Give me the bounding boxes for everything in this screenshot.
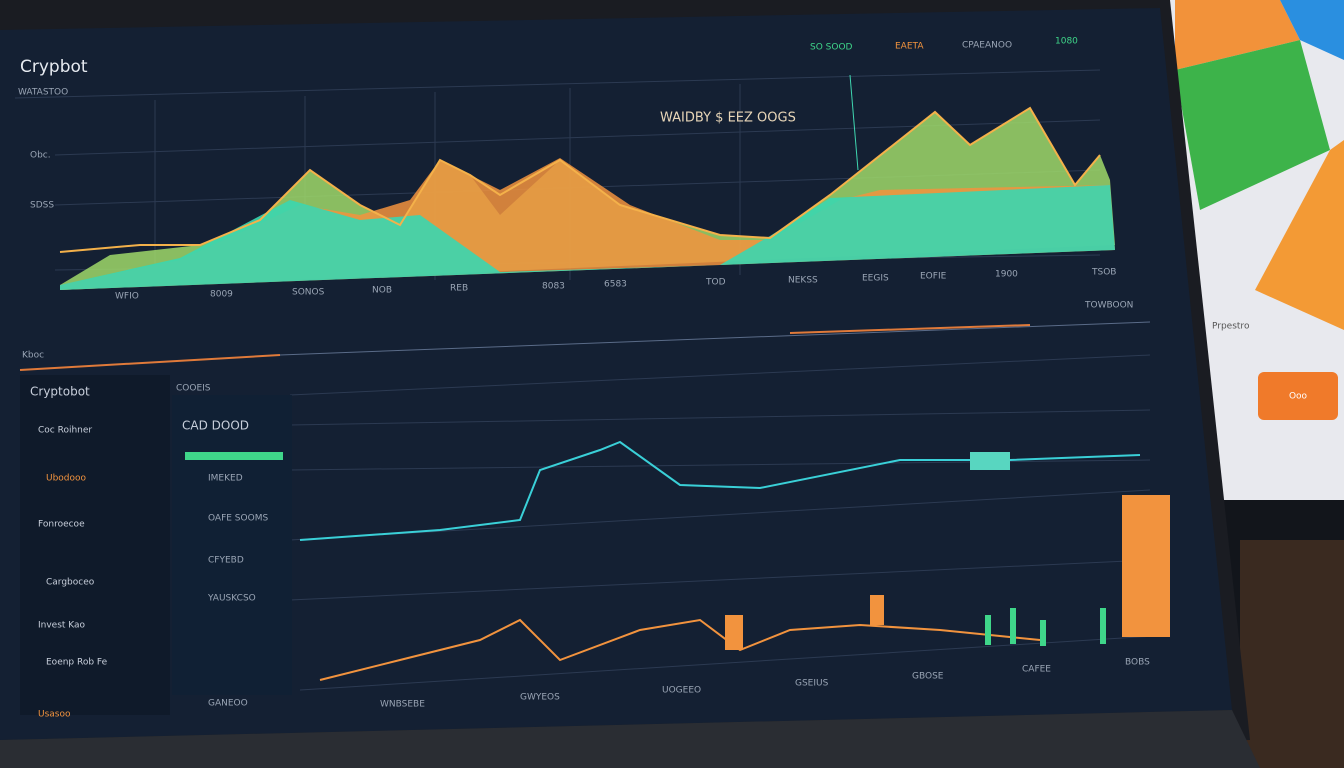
button-label: Ooo <box>1289 392 1308 402</box>
x-tick-label: 6583 <box>604 280 627 290</box>
sidebar-items: Coc Roihner Ubodooo Fonroecoe Cargboceo Inve… <box>38 426 108 720</box>
sidebar-title: Cryptobot <box>30 385 90 399</box>
sidebar-item: Cargboceo <box>46 578 95 588</box>
panel-item: IMEKED <box>208 474 243 484</box>
button[interactable] <box>1258 372 1338 420</box>
x-tick-label: BOBS <box>1125 658 1150 668</box>
section-label: Kboc <box>22 351 44 361</box>
x-tick-label: GSEIUS <box>795 679 829 689</box>
x-tick-label: CAFEE <box>1022 665 1051 675</box>
axis-label: Obc. <box>30 151 51 161</box>
bottom-labels: WNBSEBE GWYEOS UOGEEO GSEIUS GBOSE CAFEE BOBS <box>380 658 1150 710</box>
legend-item: 1080 <box>1055 37 1078 47</box>
panel-header: CAD DOOD <box>182 419 249 433</box>
x-tick-label: TSOB <box>1091 268 1116 278</box>
sidebar-item: Eoenp Rob Fe <box>46 658 108 668</box>
label: Prpestro <box>1212 322 1250 332</box>
panel-item: CFYEBD <box>208 556 244 566</box>
sidebar-item: Coc Roihner <box>38 426 92 436</box>
x-tick-label: 1900 <box>995 270 1018 280</box>
sidebar-item: Ubodooo <box>46 474 87 484</box>
legend-item: CPAEANOO <box>962 41 1012 51</box>
subtitle: WATASTOO <box>18 88 68 98</box>
panel-item: OAFE SOOMS <box>208 514 268 524</box>
legend-item: SO SOOD <box>810 43 853 53</box>
top-chart <box>14 69 1115 290</box>
sidebar-item: Usasoo <box>38 710 71 720</box>
x-tick-label: SONOS <box>292 288 325 298</box>
panel-item: GANEOO <box>208 699 248 709</box>
x-tick-label: WNBSEBE <box>380 700 425 710</box>
panel-item: YAUSKCSO <box>207 594 256 604</box>
x-tick-label: 8083 <box>542 282 565 292</box>
sidebar-item: Invest Kao <box>38 621 86 631</box>
panel-items: IMEKED OAFE SOOMS CFYEBD YAUSKCSO GANEOO <box>207 474 268 709</box>
lower-grid <box>289 354 1171 691</box>
x-tick-label: NOB <box>372 286 392 296</box>
x-tick-label: EOFIE <box>920 272 947 282</box>
sidebar-item: Fonroecoe <box>38 520 85 530</box>
x-tick-label: TOD <box>705 278 726 288</box>
second-screen: Ooo Prpestro <box>1160 0 1344 768</box>
legend-item: EAETA <box>895 42 924 52</box>
keyboard <box>0 710 1260 768</box>
panel <box>172 395 292 695</box>
x-tick-label: EEGIS <box>862 274 889 284</box>
annotation: WAIDBY $ EEZ OOGS <box>660 111 796 126</box>
x-tick-label: WFIO <box>115 292 139 302</box>
title: Crypbot <box>20 57 88 77</box>
panel-title: COOEIS <box>176 384 211 394</box>
x-labels: WFIO 8009 SONOS NOB REB 8083 6583 TOD NEKSS EEGIS… <box>115 268 1116 302</box>
x-tick-label: NEKSS <box>788 276 818 286</box>
x-tick-label: REB <box>450 284 468 294</box>
x-tick-label: GWYEOS <box>520 693 560 703</box>
bottom-title: TOWBOON <box>1084 301 1133 311</box>
axis-label: SDSS <box>30 201 54 211</box>
x-tick-label: 8009 <box>210 290 233 300</box>
x-tick-label: UOGEEO <box>662 686 701 696</box>
x-tick-label: GBOSE <box>912 672 944 682</box>
sidebar <box>20 375 170 715</box>
